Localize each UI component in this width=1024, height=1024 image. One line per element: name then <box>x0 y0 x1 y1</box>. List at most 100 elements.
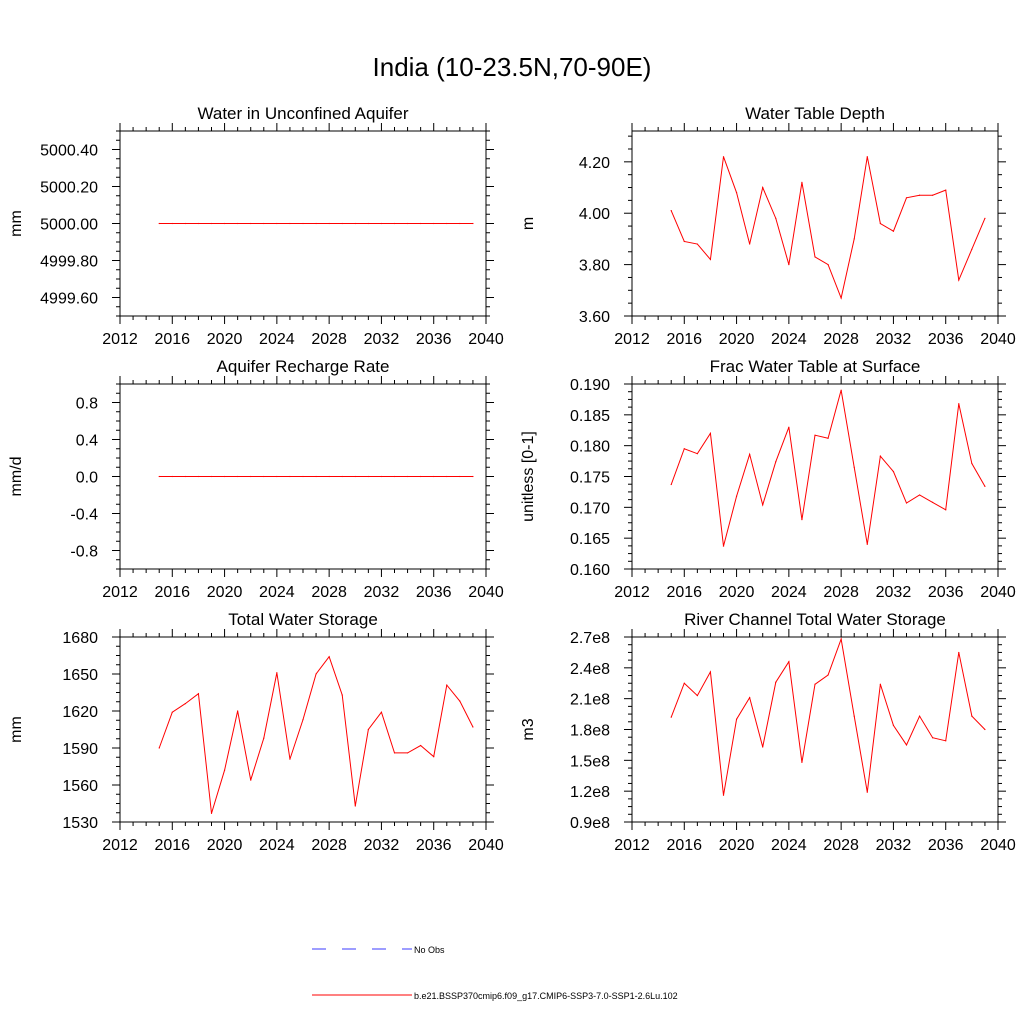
data-point <box>184 222 186 225</box>
chart-title: Aquifer Recharge Rate <box>217 357 390 376</box>
data-point <box>420 222 422 225</box>
x-tick-label: 2040 <box>980 331 1016 348</box>
y-tick-label: 4999.80 <box>40 254 98 271</box>
chart-panels: Water in Unconfined Aquifer mm 2012 2016 202… <box>8 104 1016 854</box>
data-point <box>749 697 751 699</box>
x-tick-label: 2032 <box>364 837 400 854</box>
y-tick-label: 2.7e8 <box>570 630 610 647</box>
data-point <box>250 222 252 225</box>
x-tick-label: 2028 <box>311 331 347 348</box>
y-tick-label: 3.80 <box>579 258 610 275</box>
plot-frame <box>119 636 487 823</box>
model-series-line <box>670 156 986 300</box>
data-point <box>328 656 330 658</box>
y-tick-label: 0.9e8 <box>570 815 610 832</box>
data-point <box>722 156 725 158</box>
x-tick-label: 2036 <box>928 837 964 854</box>
data-point <box>722 794 725 796</box>
data-point <box>840 389 842 391</box>
data-point <box>840 297 842 299</box>
data-point <box>735 718 738 720</box>
data-point <box>735 192 738 194</box>
data-point <box>289 475 291 478</box>
data-point <box>420 744 422 747</box>
data-point <box>670 716 672 718</box>
data-point <box>905 744 908 746</box>
x-tick-label: 2016 <box>666 837 702 854</box>
data-point <box>446 475 448 478</box>
chart-title: Water Table Depth <box>745 104 885 123</box>
y-tick-label: -0.8 <box>70 544 98 561</box>
y-axis-label: mm <box>8 210 25 237</box>
plot-frame <box>631 383 999 570</box>
data-point <box>223 769 226 771</box>
legend-obs-label: No Obs <box>414 945 445 955</box>
data-point <box>866 791 868 793</box>
y-tick-label: 1.2e8 <box>570 784 610 801</box>
data-point <box>276 672 278 674</box>
data-point <box>879 455 881 457</box>
data-point <box>197 693 200 695</box>
y-axis-label: m3 <box>520 718 537 740</box>
data-point <box>932 501 934 503</box>
y-tick-label: 1590 <box>62 741 98 758</box>
data-point <box>709 258 712 261</box>
y-axis-label: mm/d <box>8 457 25 497</box>
y-tick-label: 0.175 <box>570 470 610 487</box>
y-tick-label: 4999.60 <box>40 291 98 308</box>
chart-panel: Water in Unconfined Aquifer mm 2012 2016 202… <box>8 104 504 348</box>
model-series-line <box>670 637 986 796</box>
data-point <box>354 805 356 807</box>
x-tick-label: 2024 <box>259 837 295 854</box>
data-point <box>459 475 461 478</box>
data-point <box>683 240 685 243</box>
data-point <box>276 475 278 478</box>
x-tick-label: 2036 <box>416 584 452 601</box>
data-point <box>958 403 960 405</box>
plot-frame <box>631 130 999 317</box>
data-point <box>683 682 685 684</box>
x-tick-label: 2020 <box>719 584 755 601</box>
x-tick-label: 2036 <box>928 331 964 348</box>
data-point <box>263 737 265 739</box>
data-point <box>171 475 173 478</box>
data-point <box>184 703 186 705</box>
model-series-line <box>670 390 986 547</box>
y-tick-label: 1530 <box>62 815 98 832</box>
data-point <box>393 475 396 478</box>
data-point <box>237 222 239 225</box>
x-tick-label: 2024 <box>259 331 295 348</box>
data-point <box>801 519 803 521</box>
x-tick-label: 2028 <box>823 837 859 854</box>
data-point <box>984 485 986 487</box>
x-tick-label: 2036 <box>416 331 452 348</box>
data-point <box>302 475 304 478</box>
chart-title: Frac Water Table at Surface <box>710 357 921 376</box>
data-point <box>380 222 383 225</box>
data-point <box>341 475 343 478</box>
data-point <box>237 710 239 712</box>
y-tick-label: 0.8 <box>76 396 98 413</box>
x-tick-label: 2020 <box>207 584 243 601</box>
x-tick-label: 2036 <box>416 837 452 854</box>
y-tick-label: 1.5e8 <box>570 753 610 770</box>
data-point <box>315 222 317 225</box>
data-point <box>866 156 868 158</box>
data-point <box>406 475 409 478</box>
data-point <box>223 475 226 478</box>
x-tick-label: 2024 <box>771 584 807 601</box>
data-point <box>341 694 343 696</box>
x-tick-label: 2028 <box>823 584 859 601</box>
chart-title: Water in Unconfined Aquifer <box>197 104 408 123</box>
data-point <box>263 222 265 225</box>
figure-title: India (10-23.5N,70-90E) <box>372 52 652 82</box>
y-tick-label: 5000.00 <box>40 217 98 234</box>
x-tick-label: 2016 <box>154 331 190 348</box>
data-point <box>762 504 764 506</box>
x-tick-label: 2016 <box>154 837 190 854</box>
data-point <box>709 432 712 434</box>
data-point <box>210 222 213 225</box>
x-tick-label: 2032 <box>364 331 400 348</box>
x-tick-label: 2028 <box>823 331 859 348</box>
data-point <box>775 681 777 683</box>
